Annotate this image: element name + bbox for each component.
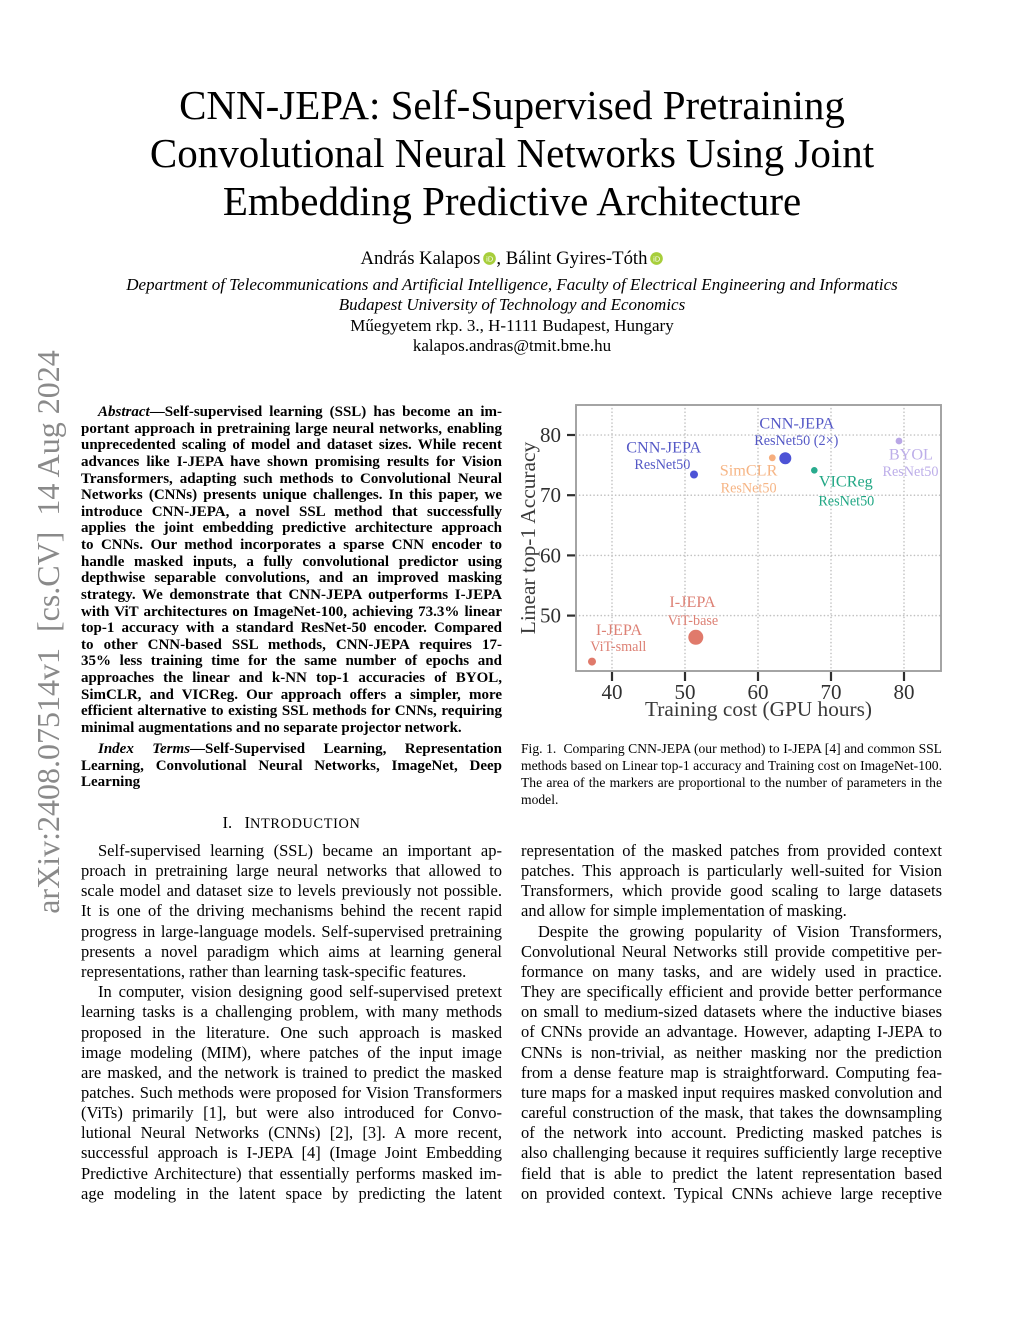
- svg-text:SimCLR: SimCLR: [720, 462, 778, 480]
- svg-text:ResNet50: ResNet50: [721, 480, 777, 496]
- svg-text:70: 70: [540, 483, 561, 507]
- svg-text:CNN-JEPA: CNN-JEPA: [626, 439, 701, 457]
- svg-text:VICReg: VICReg: [819, 472, 873, 490]
- svg-text:ViT-base: ViT-base: [668, 613, 719, 629]
- svg-text:80: 80: [894, 680, 915, 704]
- svg-text:ResNet50: ResNet50: [818, 494, 874, 510]
- svg-text:Linear top-1 Accuracy: Linear top-1 Accuracy: [516, 441, 540, 634]
- svg-text:iD: iD: [487, 254, 494, 263]
- svg-text:ResNet50 (2×): ResNet50 (2×): [754, 433, 838, 449]
- svg-text:ViT-small: ViT-small: [590, 639, 646, 655]
- svg-text:Training cost (GPU hours): Training cost (GPU hours): [645, 697, 872, 721]
- svg-text:50: 50: [540, 604, 561, 628]
- svg-text:60: 60: [540, 543, 561, 567]
- svg-text:60: 60: [748, 680, 769, 704]
- svg-text:I-JEPA: I-JEPA: [669, 593, 715, 611]
- svg-text:BYOL: BYOL: [889, 445, 933, 463]
- svg-text:iD: iD: [654, 254, 661, 263]
- svg-text:40: 40: [602, 680, 623, 704]
- svg-text:50: 50: [675, 680, 696, 704]
- svg-text:ResNet50: ResNet50: [634, 457, 690, 473]
- svg-text:80: 80: [540, 423, 561, 447]
- svg-text:ResNet50: ResNet50: [883, 464, 939, 480]
- svg-text:70: 70: [821, 680, 842, 704]
- svg-text:I-JEPA: I-JEPA: [596, 621, 642, 639]
- svg-text:CNN-JEPA: CNN-JEPA: [759, 415, 834, 433]
